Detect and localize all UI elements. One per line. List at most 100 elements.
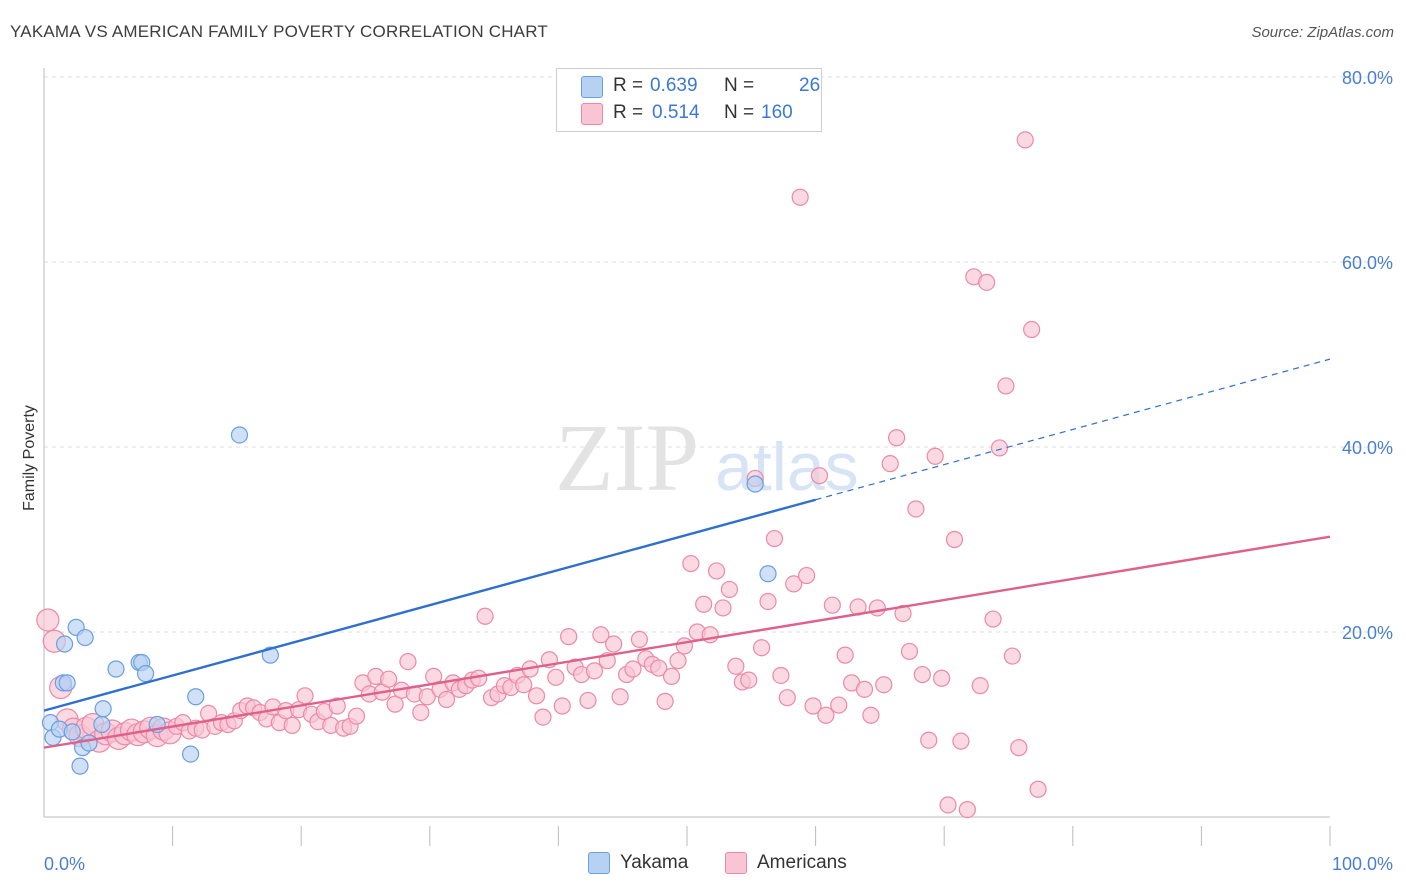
- y-axis-tick-labels: 20.0% 40.0% 60.0% 80.0%: [1342, 68, 1393, 643]
- chart-title: YAKAMA VS AMERICAN FAMILY POVERTY CORREL…: [10, 22, 548, 41]
- bottom-legend-yakama: Yakama: [588, 852, 688, 874]
- americans-point: [926, 447, 944, 465]
- americans-point: [958, 800, 976, 819]
- americans-point: [560, 628, 578, 646]
- americans-point: [553, 697, 571, 715]
- legend-n-value-americans: 160: [761, 102, 793, 123]
- legend-r-label: R =: [613, 102, 644, 123]
- americans-point: [933, 669, 951, 687]
- americans-point: [810, 467, 829, 485]
- americans-point: [875, 676, 893, 694]
- americans-point: [283, 716, 301, 735]
- yakama-point: [71, 757, 89, 775]
- yakama-point: [182, 745, 200, 763]
- americans-point: [817, 706, 835, 724]
- y-tick-label: 60.0%: [1342, 253, 1393, 273]
- americans-point: [907, 500, 925, 518]
- americans-point: [913, 665, 931, 684]
- americans-points: [36, 131, 1047, 819]
- americans-point: [605, 635, 623, 653]
- yakama-point: [93, 715, 111, 734]
- yakama-point: [76, 628, 94, 647]
- americans-point: [765, 529, 784, 548]
- americans-point: [515, 676, 533, 694]
- americans-point: [527, 687, 546, 705]
- americans-point: [984, 610, 1002, 628]
- americans-point: [1016, 131, 1034, 149]
- americans-point: [804, 697, 822, 715]
- americans-point: [855, 680, 874, 698]
- y-axis-label: Family Poverty: [21, 405, 38, 511]
- americans-point: [611, 688, 629, 706]
- americans-point: [662, 667, 681, 686]
- legend-n-value-yakama: 26: [799, 75, 821, 96]
- americans-point: [650, 659, 668, 677]
- americans-point: [830, 696, 848, 714]
- yakama-point: [63, 723, 81, 741]
- source-credit: Source: ZipAtlas.com: [1251, 24, 1394, 41]
- americans-point: [437, 690, 456, 709]
- americans-point: [785, 575, 803, 593]
- correlation-legend: R = 0.639 N = 26 R = 0.514 N = 160: [556, 68, 822, 132]
- americans-point: [579, 691, 597, 710]
- yakama-point: [187, 688, 205, 706]
- americans-point: [740, 671, 758, 689]
- americans-point: [412, 703, 430, 722]
- americans-point: [1010, 739, 1028, 757]
- legend-n-label: N =: [724, 102, 755, 123]
- watermark-atlas: atlas: [715, 429, 859, 505]
- americans-point: [1003, 647, 1021, 665]
- americans-point: [720, 580, 739, 599]
- americans-point: [630, 630, 649, 649]
- yakama-point: [230, 426, 249, 444]
- americans-point: [592, 626, 610, 644]
- americans-point: [380, 670, 398, 688]
- yakama-point: [58, 674, 76, 692]
- americans-point: [727, 657, 745, 675]
- yakama-point: [107, 660, 125, 678]
- yakama-point: [94, 700, 112, 718]
- yakama-point: [80, 734, 98, 752]
- americans-point: [881, 455, 899, 473]
- yakama-points: [41, 426, 777, 775]
- y-tick-label: 40.0%: [1342, 438, 1393, 458]
- americans-point: [791, 188, 809, 206]
- americans-point: [778, 689, 796, 707]
- americans-point: [36, 608, 60, 632]
- gridlines: [44, 76, 1393, 633]
- yakama-point: [746, 475, 764, 493]
- americans-point: [920, 731, 938, 749]
- x-tick-label-max: 100.0%: [1332, 854, 1393, 874]
- yakama-swatch: [588, 852, 610, 874]
- americans-point: [797, 566, 816, 585]
- legend-n-label: N =: [724, 75, 755, 96]
- americans-point: [952, 732, 970, 750]
- americans-point: [772, 666, 790, 685]
- americans-point: [945, 530, 964, 549]
- bottom-legend-americans: Americans: [725, 852, 847, 874]
- x-tick-label-min: 0.0%: [44, 854, 85, 874]
- trend-lines: [43, 358, 1331, 749]
- americans-point: [759, 592, 777, 611]
- americans-point: [1023, 320, 1041, 339]
- yakama-trend-extension: [815, 358, 1331, 501]
- yakama-swatch: [581, 76, 603, 98]
- americans-point: [399, 652, 417, 671]
- americans-point: [939, 796, 957, 814]
- americans-point: [476, 607, 494, 625]
- yakama-point: [55, 635, 74, 653]
- americans-point: [707, 562, 726, 580]
- bottom-legend-yakama-label: Yakama: [620, 852, 689, 873]
- americans-point: [714, 599, 732, 617]
- americans-point: [624, 660, 642, 678]
- americans-point: [534, 708, 552, 726]
- americans-point: [894, 604, 912, 623]
- americans-point: [669, 652, 687, 670]
- y-tick-label: 80.0%: [1342, 68, 1393, 88]
- americans-point: [418, 688, 436, 706]
- americans-point: [888, 429, 906, 447]
- americans-point: [547, 668, 565, 686]
- americans-point: [682, 554, 700, 573]
- americans-point: [752, 639, 771, 657]
